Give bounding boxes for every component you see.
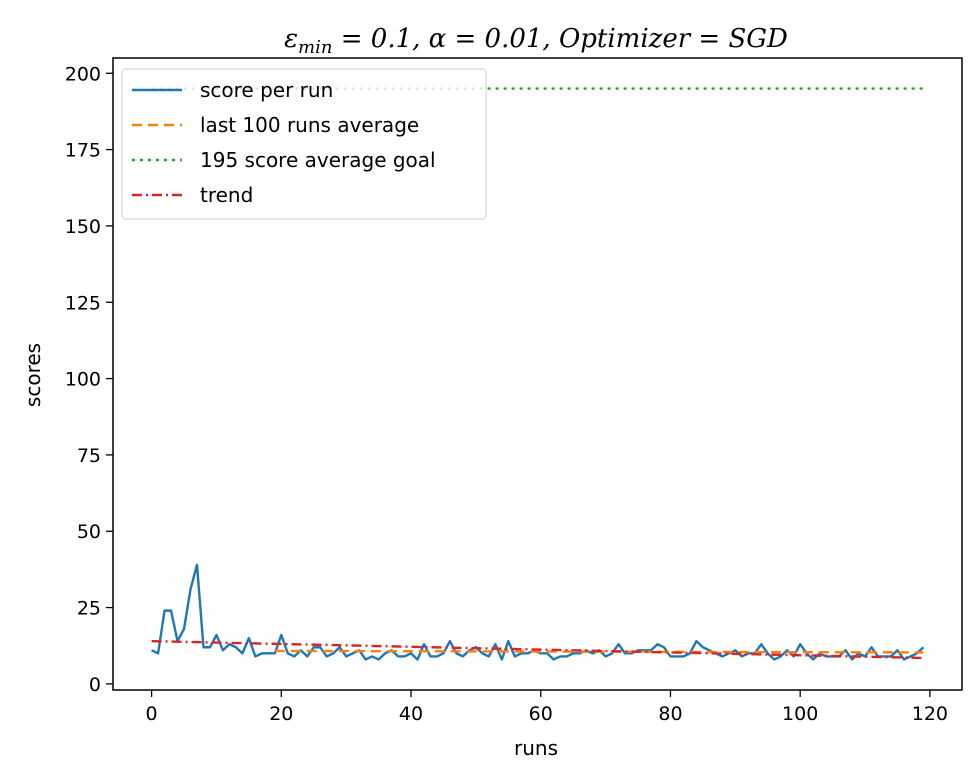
legend-label: 195 score average goal [200,148,436,172]
series-line-3 [151,639,924,660]
y-tick-label: 175 [65,140,101,162]
legend-label: last 100 runs average [200,113,419,137]
x-tick-label: 0 [146,703,158,725]
y-tick-label: 0 [89,674,101,696]
chart-title: εmin = 0.1, α = 0.01, Optimizer = SGD [284,24,788,58]
y-tick-label: 150 [65,216,101,238]
plot-frame [112,57,963,691]
y-axis-label: scores [21,343,45,407]
title-rest: = 0.1, α = 0.01, Optimizer = SGD [332,24,788,54]
y-tick-label: 100 [65,369,101,391]
x-tick-label: 100 [782,703,818,725]
y-tick-label: 50 [77,521,101,543]
x-tick-label: 20 [269,703,293,725]
legend-label: score per run [200,78,333,102]
legend-label: trend [200,183,253,207]
y-tick-label: 200 [65,63,101,85]
title-epsilon: ε [284,24,298,54]
y-tick-label: 25 [77,598,101,620]
series-line-0 [151,563,925,661]
legend-box [121,68,487,220]
title-subscript: min [298,37,332,58]
y-tick-label: 125 [65,292,101,314]
legend: score per run last 100 runs average 195 sc… [121,68,487,220]
x-tick-label: 60 [529,703,553,725]
x-tick-label: 120 [912,703,948,725]
x-axis-label: runs [514,736,558,760]
y-tick-label: 75 [77,445,101,467]
x-tick-label: 80 [658,703,682,725]
x-tick-label: 40 [399,703,423,725]
